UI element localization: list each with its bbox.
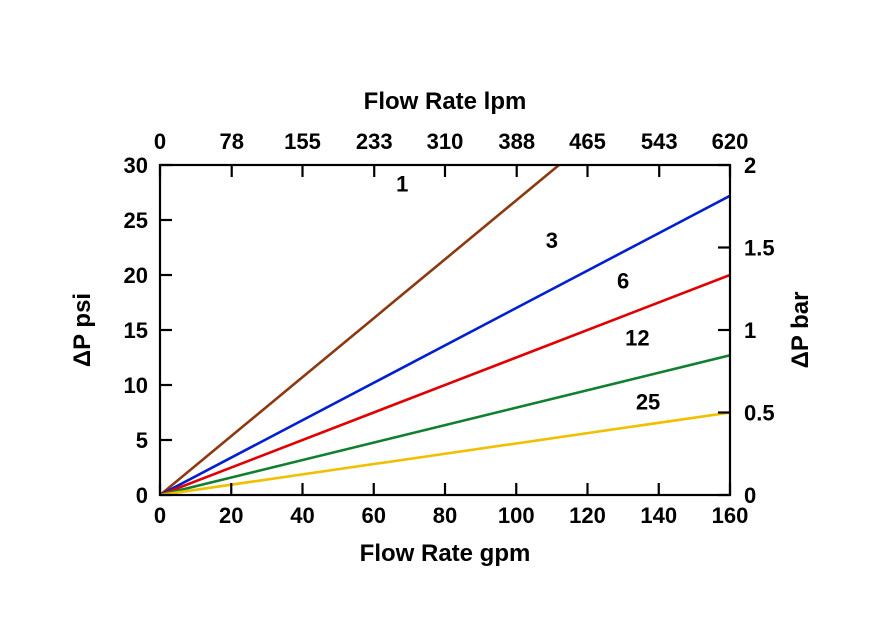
yr-tick-label: 1.5 bbox=[744, 236, 775, 261]
pressure-drop-chart: 020406080100120140160Flow Rate gpm078155… bbox=[0, 0, 882, 626]
xb-tick-label: 60 bbox=[362, 503, 386, 528]
yl-tick-label: 0 bbox=[136, 483, 148, 508]
yr-tick-label: 0 bbox=[744, 483, 756, 508]
x-bottom-label: Flow Rate gpm bbox=[360, 540, 531, 567]
xb-tick-label: 40 bbox=[290, 503, 314, 528]
xt-tick-label: 465 bbox=[569, 129, 606, 154]
xt-tick-label: 0 bbox=[154, 129, 166, 154]
series-label-25: 25 bbox=[636, 390, 660, 415]
yr-tick-label: 0.5 bbox=[744, 401, 775, 426]
y-left-label: ΔP psi bbox=[69, 293, 96, 367]
y-right-label: ΔP bar bbox=[787, 292, 814, 369]
yr-tick-label: 1 bbox=[744, 318, 756, 343]
xb-tick-label: 20 bbox=[219, 503, 243, 528]
chart-svg: 020406080100120140160Flow Rate gpm078155… bbox=[0, 0, 882, 626]
xb-tick-label: 140 bbox=[640, 503, 677, 528]
series-label-6: 6 bbox=[617, 269, 629, 294]
yl-tick-label: 25 bbox=[124, 208, 148, 233]
series-label-12: 12 bbox=[625, 326, 649, 351]
xt-tick-label: 155 bbox=[284, 129, 321, 154]
yl-tick-label: 30 bbox=[124, 153, 148, 178]
xb-tick-label: 160 bbox=[712, 503, 749, 528]
xb-tick-label: 0 bbox=[154, 503, 166, 528]
yl-tick-label: 10 bbox=[124, 373, 148, 398]
yr-tick-label: 2 bbox=[744, 153, 756, 178]
xt-tick-label: 388 bbox=[498, 129, 535, 154]
xt-tick-label: 310 bbox=[427, 129, 464, 154]
series-label-3: 3 bbox=[546, 228, 558, 253]
xb-tick-label: 100 bbox=[498, 503, 535, 528]
yl-tick-label: 15 bbox=[124, 318, 148, 343]
yl-tick-label: 5 bbox=[136, 428, 148, 453]
xt-tick-label: 620 bbox=[712, 129, 749, 154]
xt-tick-label: 543 bbox=[641, 129, 678, 154]
xt-tick-label: 233 bbox=[356, 129, 393, 154]
xt-tick-label: 78 bbox=[219, 129, 243, 154]
xb-tick-label: 120 bbox=[569, 503, 606, 528]
yl-tick-label: 20 bbox=[124, 263, 148, 288]
series-label-1: 1 bbox=[396, 172, 408, 197]
xb-tick-label: 80 bbox=[433, 503, 457, 528]
x-top-label: Flow Rate lpm bbox=[364, 88, 527, 115]
